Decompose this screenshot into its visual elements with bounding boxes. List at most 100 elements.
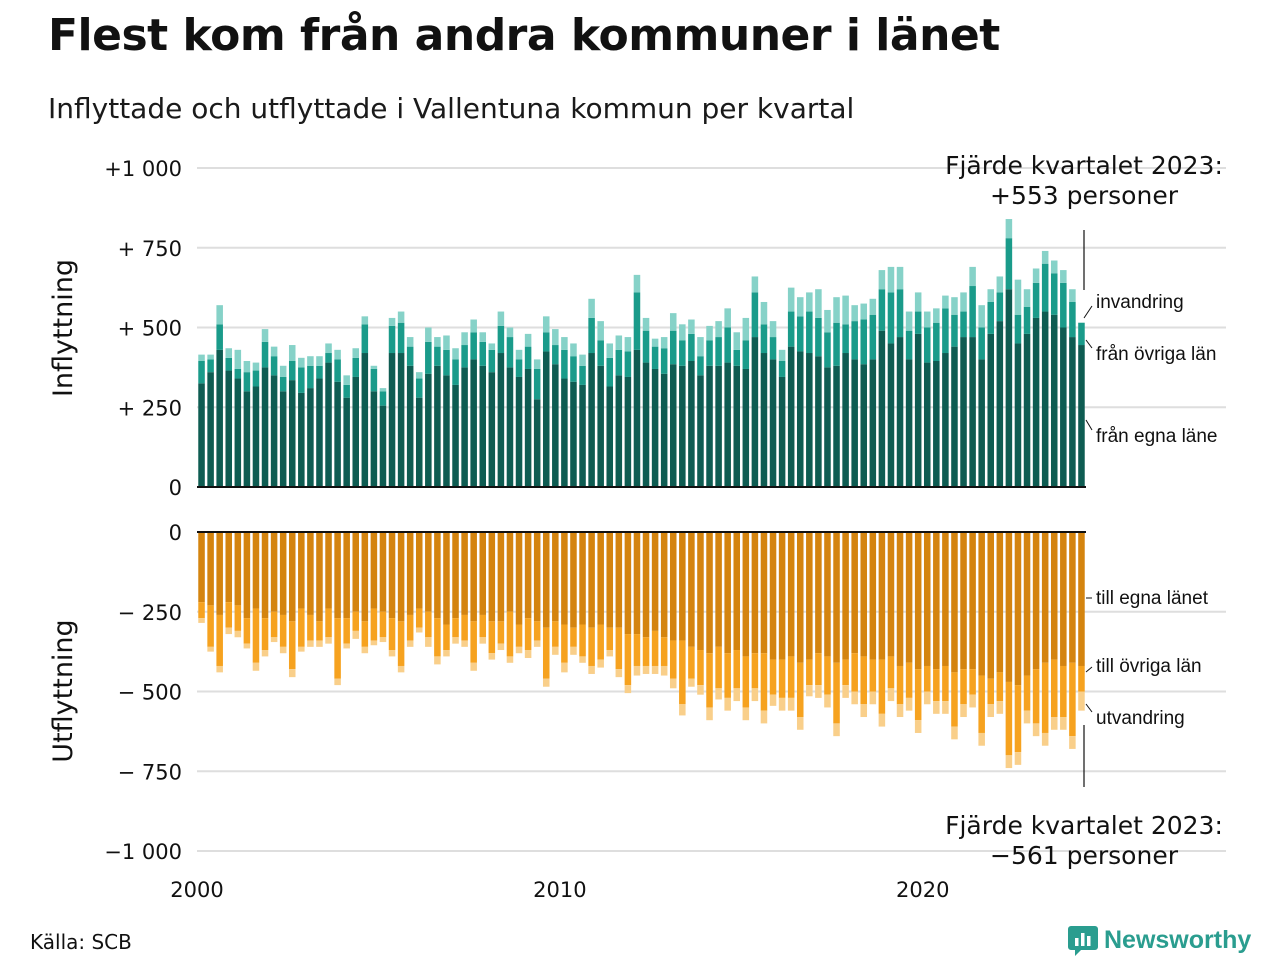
outflow-bar-segment (406, 532, 414, 615)
outflow-bar-segment (778, 659, 786, 698)
inflow-bar-segment (688, 361, 695, 487)
outflow-bar-segment (542, 532, 550, 628)
outflow-bar-segment (397, 665, 405, 673)
inflow-bar-segment (787, 311, 795, 347)
inflow-bar-segment (397, 322, 405, 354)
inflow-bar-segment (724, 362, 731, 487)
inflow-bar-segment (588, 353, 595, 487)
outflow-bar-segment (633, 532, 641, 635)
outflow-bar-segment (216, 665, 223, 673)
outflow-bar-segment (760, 653, 768, 711)
inflow-bar-segment (288, 380, 296, 487)
inflow-bar-segment (842, 324, 849, 354)
inflow-bar-segment (506, 367, 514, 488)
inflow-bar-segment (960, 311, 967, 338)
inflow-bar-segment (207, 372, 214, 487)
outflow-bar-segment (216, 532, 223, 615)
inflow-bar-segment (288, 361, 296, 381)
outflow-bar-segment (452, 618, 459, 638)
outflow-bar-segment (425, 532, 432, 612)
outflow-bar-segment (1060, 665, 1067, 718)
outflow-bar-segment (615, 669, 623, 678)
top-annotation-line2: +553 personer (990, 181, 1179, 210)
outflow-bar-segment (334, 678, 341, 686)
inflow-bar-segment (806, 353, 813, 487)
inflow-bar-segment (787, 287, 795, 312)
inflow-bar-segment (1005, 219, 1013, 239)
outflow-bar-segment (388, 650, 396, 657)
outflow-bar-segment (905, 532, 913, 663)
inflow-bar-segment (325, 353, 332, 363)
outflow-bar-segment (225, 627, 233, 635)
outflow-bar-segment (914, 720, 922, 733)
series-label-invandring: invandring (1096, 292, 1184, 313)
outflow-bar-segment (869, 532, 877, 660)
outflow-bar-segment (1032, 723, 1040, 737)
outflow-bars (198, 532, 1085, 769)
outflow-bar-segment (443, 532, 450, 625)
outflow-bar-segment (316, 640, 323, 647)
inflow-bar-segment (896, 266, 904, 290)
inflow-bar-segment (1032, 282, 1040, 318)
outflow-bar-segment (270, 637, 278, 643)
bottom-y-tick-label: − 750 (118, 760, 182, 784)
outflow-bar-segment (851, 653, 858, 692)
outflow-bar-segment (524, 618, 532, 651)
inflow-bar-segment (878, 330, 886, 487)
outflow-bar-segment (669, 678, 677, 689)
outflow-bar-segment (506, 532, 514, 612)
outflow-bar-segment (815, 685, 822, 698)
inflow-bar-segment (796, 316, 804, 352)
outflow-bar-segment (361, 532, 369, 622)
outflow-bar-segment (642, 637, 650, 666)
outflow-bar-segment (1023, 675, 1031, 711)
outflow-bar-segment (978, 532, 985, 676)
leader-fran-egna-lane (1085, 419, 1093, 431)
inflow-bar-segment (443, 375, 450, 487)
outflow-bar-segment (987, 704, 995, 718)
inflow-bar-segment (769, 337, 777, 360)
inflow-bar-segment (406, 365, 414, 487)
outflow-bar-segment (234, 605, 242, 631)
outflow-bar-segment (506, 656, 514, 663)
bottom-y-tick-label: −1 000 (104, 840, 182, 864)
outflow-bar-segment (624, 634, 632, 686)
inflow-bar-segment (588, 317, 595, 354)
outflow-bar-segment (996, 672, 1004, 702)
outflow-bar-segment (434, 656, 441, 665)
leader-fran-ovriga-lan (1085, 339, 1093, 349)
outflow-bar-segment (688, 532, 695, 647)
inflow-bar-segment (307, 356, 314, 366)
inflow-bar-segment (443, 349, 450, 376)
newsworthy-logo[interactable]: Newsworthy (1068, 924, 1251, 956)
inflow-bar-segment (1023, 333, 1031, 487)
series-label-utvandring: utvandring (1096, 708, 1185, 729)
outflow-bar-segment (1032, 532, 1040, 670)
outflow-bar-segment (225, 532, 233, 603)
outflow-bar-segment (261, 532, 269, 619)
inflow-bar-segment (923, 362, 931, 487)
inflow-bar-segment (1014, 343, 1022, 487)
x-tick-label: 2020 (896, 878, 949, 902)
outflow-bar-segment (833, 723, 840, 737)
outflow-bar-segment (914, 532, 922, 670)
outflow-bar-segment (923, 665, 931, 692)
outflow-bar-segment (298, 532, 305, 609)
outflow-bar-segment (597, 659, 604, 668)
outflow-bar-segment (660, 637, 668, 666)
outflow-bar-segment (561, 624, 568, 663)
outflow-bar-segment (243, 643, 251, 649)
outflow-bar-segment (660, 532, 668, 638)
inflow-bar-segment (334, 359, 341, 382)
inflow-bar-segment (824, 332, 831, 368)
outflow-bar-segment (1014, 685, 1022, 753)
outflow-bar-segment (533, 640, 541, 647)
outflow-bar-segment (579, 532, 586, 625)
outflow-bar-segment (506, 611, 514, 657)
outflow-bar-segment (987, 678, 995, 705)
inflow-bar-segment (669, 364, 677, 487)
outflow-bar-segment (697, 650, 704, 686)
outflow-bar-segment (570, 646, 577, 655)
inflow-bar-segment (942, 353, 949, 487)
outflow-bar-segment (1050, 659, 1058, 718)
